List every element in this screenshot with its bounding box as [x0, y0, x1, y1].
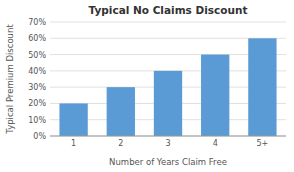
x-tick-label: 3: [165, 139, 170, 148]
bar: [59, 103, 87, 136]
grid-line: [50, 136, 286, 137]
y-axis-label: Typical Premium Discount: [5, 24, 15, 135]
bar: [248, 38, 276, 136]
x-tick-label: 2: [118, 139, 123, 148]
x-tick-labels: 1 2 3 4 5+: [71, 139, 268, 148]
title: Typical No Claims Discount: [89, 4, 248, 16]
x-axis-label: Number of Years Claim Free: [109, 157, 227, 167]
y-tick-label: 30%: [28, 83, 46, 92]
y-grid: [50, 22, 286, 136]
y-tick-label: 10%: [28, 116, 46, 125]
y-tick-label: 60%: [28, 34, 46, 43]
y-tick-label: 70%: [28, 18, 46, 27]
bars: [59, 38, 276, 136]
y-tick-label: 40%: [28, 67, 46, 76]
x-tick-label: 5+: [257, 139, 269, 148]
bar: [154, 71, 182, 136]
y-tick-labels: 0% 10% 20% 30% 40% 50% 60% 70%: [28, 18, 46, 141]
y-tick-label: 20%: [28, 99, 46, 108]
x-tick-label: 1: [71, 139, 76, 148]
bar: [201, 55, 229, 136]
x-tick-label: 4: [213, 139, 218, 148]
y-tick-label: 0%: [33, 132, 46, 141]
grid-line: [50, 22, 286, 23]
bar: [107, 87, 135, 136]
y-tick-label: 50%: [28, 51, 46, 60]
x-axis-line: [50, 136, 286, 137]
chart-container: 0% 10% 20% 30% 40% 50% 60% 70% 1 2 3 4 5+ Typical No …: [0, 0, 294, 172]
chart-svg: 0% 10% 20% 30% 40% 50% 60% 70% 1 2 3 4 5+ Typical No …: [0, 0, 294, 172]
